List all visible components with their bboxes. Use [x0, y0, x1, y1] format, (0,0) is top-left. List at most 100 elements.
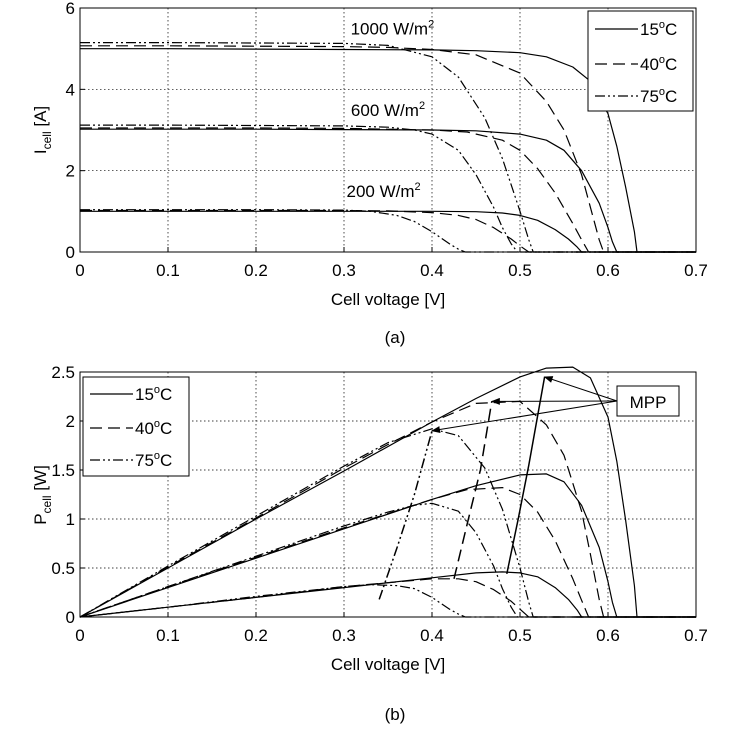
- legend-b-temp-15: 15: [135, 385, 154, 404]
- y-tick-label-b: 2: [66, 412, 75, 431]
- y-tick-label-a: 2: [66, 162, 75, 181]
- legend-b-temp-75: 75: [135, 451, 154, 470]
- irradiance-label-text: 1000 W/m: [351, 19, 428, 38]
- y-axis-label-a-sub: cell: [40, 131, 54, 149]
- series-line-a-75c-200: [80, 209, 696, 253]
- y-axis-label-b-rest: [W]: [31, 465, 50, 495]
- series-line-a-15c-200: [80, 210, 696, 253]
- ticks-b: 0 0.1 0.2 0.3 0.4 0.5 0.6 0.7 0 0.5 1 1.5 2 2.5: [51, 363, 707, 645]
- mpp-annotation: MPP: [431, 376, 680, 433]
- series-line-b-75c-200: [79, 584, 696, 618]
- legend-b-unit-75: C: [160, 451, 172, 470]
- y-axis-label-b-sub: cell: [40, 495, 54, 513]
- y-axis-label-b: Pcell [W]: [31, 465, 54, 525]
- legend-b-unit-15: C: [160, 385, 172, 404]
- mpp-box: [616, 385, 680, 417]
- series-line-a-40c-200: [80, 209, 696, 253]
- x-tick-label-a: 0.3: [332, 261, 356, 280]
- ticks-a: 0 0.1 0.2 0.3 0.4 0.5 0.6 0.7 0 2 4 6: [66, 0, 708, 280]
- mpp-label: MPP: [630, 393, 667, 412]
- mpp-locus-b-40c: [453, 401, 493, 579]
- y-tick-label-a: 0: [66, 243, 75, 262]
- x-tick-label-a: 0.6: [596, 261, 620, 280]
- series-group-a: [80, 41, 696, 253]
- legend-a-temp-15: 15: [640, 20, 659, 39]
- irradiance-label-sup: 2: [428, 18, 434, 30]
- x-tick-label-a: 0.2: [244, 261, 268, 280]
- legend-a-deg-15: o: [659, 19, 665, 31]
- irradiance-label-text: 200 W/m: [347, 182, 415, 201]
- series-line-b-75c-600: [79, 502, 696, 618]
- legend-a-label-40: 40oC: [640, 54, 677, 74]
- caption-a: (a): [385, 328, 406, 347]
- x-tick-label-b: 0.1: [156, 626, 180, 645]
- series-line-a-75c-600: [80, 124, 696, 253]
- series-line-a-15c-600: [80, 128, 696, 253]
- irradiance-label: 1000 W/m2: [351, 18, 435, 38]
- legend-a-temp-75: 75: [640, 87, 659, 106]
- legend-b-label-15: 15oC: [135, 384, 172, 404]
- y-tick-label-b: 0.5: [51, 559, 75, 578]
- legend-a-unit-40: C: [665, 55, 677, 74]
- x-axis-label-a: Cell voltage [V]: [331, 290, 445, 309]
- plot-frame-a: [79, 7, 697, 253]
- mpp-locus-b-75c: [378, 430, 433, 600]
- legend-a-deg-40: o: [659, 54, 665, 66]
- series-line-b-75c-1000: [79, 428, 696, 618]
- caption-b: (b): [385, 705, 406, 724]
- y-axis-label-a-rest: [A]: [31, 106, 50, 132]
- irradiance-label-sup: 2: [415, 181, 421, 193]
- mpp-locus-b-15c: [506, 376, 546, 575]
- legend-a-label-75: 75oC: [640, 86, 677, 106]
- x-tick-label-b: 0.4: [420, 626, 444, 645]
- legend-a-deg-75: o: [659, 86, 665, 98]
- series-line-a-15c-1000: [80, 48, 696, 253]
- series-line-b-15c-200: [79, 571, 696, 618]
- x-axis-label-b: Cell voltage [V]: [331, 655, 445, 674]
- y-tick-label-b: 1.5: [51, 461, 75, 480]
- y-tick-label-a: 4: [66, 80, 75, 99]
- legend-box-a: [587, 10, 694, 112]
- x-tick-label-b: 0.5: [508, 626, 532, 645]
- x-tick-label-b: 0.6: [596, 626, 620, 645]
- y-tick-label-b: 1: [66, 510, 75, 529]
- legend-a-unit-15: C: [665, 20, 677, 39]
- series-line-b-15c-1000: [79, 366, 696, 618]
- legend-a-temp-40: 40: [640, 55, 659, 74]
- y-tick-label-b: 0: [66, 608, 75, 627]
- x-tick-label-b: 0.2: [244, 626, 268, 645]
- y-tick-label-b: 2.5: [51, 363, 75, 382]
- series-line-b-40c-200: [79, 578, 696, 618]
- legend-a-unit-75: C: [665, 87, 677, 106]
- mpp-arrow: [543, 376, 618, 402]
- legend-b-label-40: 40oC: [135, 418, 172, 438]
- legend-b: 15oC 40oC 75oC: [82, 376, 190, 477]
- legend-b-deg-40: o: [154, 418, 160, 430]
- y-axis-label-a: Icell [A]: [31, 106, 54, 154]
- x-tick-label-b: 0.7: [684, 626, 708, 645]
- legend-b-unit-40: C: [160, 419, 172, 438]
- mpp-arrow: [431, 400, 618, 433]
- x-tick-label-a: 0.4: [420, 261, 444, 280]
- legend-a: 15oC 40oC 75oC: [587, 10, 694, 112]
- legend-b-deg-15: o: [154, 384, 160, 396]
- legend-b-label-75: 75oC: [135, 450, 172, 470]
- series-line-a-40c-1000: [80, 45, 696, 253]
- series-line-b-40c-600: [79, 487, 696, 618]
- irradiance-label-sup: 2: [419, 100, 425, 112]
- legend-b-temp-40: 40: [135, 419, 154, 438]
- grid-b: [80, 372, 696, 617]
- irradiance-label: 200 W/m2: [347, 181, 421, 201]
- x-tick-label-b: 0: [75, 626, 84, 645]
- legend-a-label-15: 15oC: [640, 19, 677, 39]
- y-axis-label-b-main: P: [31, 513, 50, 524]
- x-tick-label-a: 0.1: [156, 261, 180, 280]
- series-line-a-75c-1000: [80, 41, 696, 253]
- x-tick-label-a: 0: [75, 261, 84, 280]
- series-line-b-15c-600: [79, 473, 696, 618]
- irradiance-label: 600 W/m2: [351, 100, 425, 120]
- irradiance-label-text: 600 W/m: [351, 101, 419, 120]
